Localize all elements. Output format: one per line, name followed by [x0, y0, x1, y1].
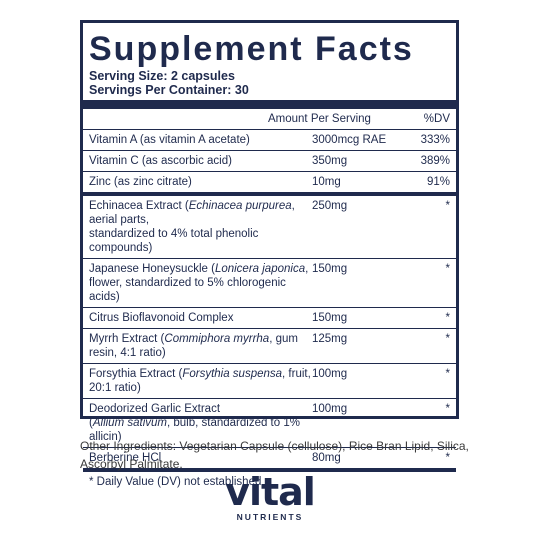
- ingredient-dv: *: [445, 368, 450, 380]
- table-row: Japanese Honeysuckle (Lonicera japonica,…: [89, 259, 450, 307]
- ingredient-dv: *: [445, 312, 450, 324]
- table-row: Myrrh Extract (Commiphora myrrha, gum re…: [89, 329, 450, 363]
- ingredient-name: Citrus Bioflavonoid Complex: [89, 312, 234, 324]
- divider: [83, 150, 456, 151]
- divider: [83, 258, 456, 259]
- nutrient-amount: 10mg: [312, 176, 341, 188]
- ingredient-dv: *: [445, 403, 450, 415]
- medium-divider: [83, 192, 456, 196]
- table-row: Zinc (as zinc citrate) 10mg 91%: [89, 172, 450, 192]
- ingredient-amount: 80mg: [312, 452, 341, 464]
- divider: [83, 328, 456, 329]
- serving-size: Serving Size: 2 capsules: [89, 69, 235, 83]
- nutrient-amount: 3000mcg RAE: [312, 134, 387, 146]
- nutrient-name: Zinc (as zinc citrate): [89, 176, 192, 188]
- nutrient-name: Vitamin A (as vitamin A acetate): [89, 134, 250, 146]
- ingredient-name: Echinacea Extract (Echinacea purpurea, a…: [89, 200, 295, 254]
- nutrient-name: Vitamin C (as ascorbic acid): [89, 155, 232, 167]
- ingredient-amount: 150mg: [312, 312, 348, 324]
- nutrient-dv: 91%: [426, 176, 450, 188]
- table-row: Forsythia Extract (Forsythia suspensa, f…: [89, 364, 450, 398]
- ingredient-name: Deodorized Garlic Extract (Allium sativum…: [89, 403, 300, 443]
- table-row: Citrus Bioflavonoid Complex 150mg *: [89, 308, 450, 328]
- footnote: * Daily Value (DV) not established: [89, 476, 262, 488]
- divider: [83, 447, 456, 448]
- other-ingredients: Other Ingredients: Vegetarian Capsule (c…: [80, 439, 469, 471]
- ingredient-amount: 125mg: [312, 333, 348, 345]
- ingredient-name: Japanese Honeysuckle (Lonicera japonica,…: [89, 263, 309, 303]
- thick-divider: [83, 100, 456, 109]
- table-row: Vitamin C (as ascorbic acid) 350mg 389%: [89, 151, 450, 171]
- ingredient-dv: *: [445, 263, 450, 275]
- ingredient-name: Forsythia Extract (Forsythia suspensa, f…: [89, 368, 311, 394]
- divider: [83, 129, 456, 130]
- amount-header: Amount Per Serving: [268, 113, 371, 125]
- ingredient-amount: 150mg: [312, 263, 348, 275]
- table-header-row: Amount Per Serving %DV: [89, 109, 450, 129]
- ingredient-dv: *: [445, 452, 450, 464]
- divider: [83, 171, 456, 172]
- ingredient-amount: 100mg: [312, 368, 348, 380]
- nutrient-amount: 350mg: [312, 155, 348, 167]
- medium-divider: [83, 468, 456, 472]
- ingredient-name: Myrrh Extract (Commiphora myrrha, gum re…: [89, 333, 298, 359]
- nutrient-dv: 389%: [420, 155, 450, 167]
- ingredient-dv: *: [445, 200, 450, 212]
- table-row: Echinacea Extract (Echinacea purpurea, a…: [89, 196, 450, 258]
- ingredient-dv: *: [445, 333, 450, 345]
- panel-title: Supplement Facts: [89, 30, 414, 68]
- servings-per-container: Servings Per Container: 30: [89, 83, 249, 97]
- table-row: Vitamin A (as vitamin A acetate) 3000mcg…: [89, 130, 450, 150]
- table-row: Berberine HCl 80mg *: [89, 448, 450, 468]
- ingredient-amount: 250mg: [312, 200, 348, 212]
- brand-logo: vital NUTRIENTS: [218, 472, 322, 532]
- divider: [83, 363, 456, 364]
- divider: [83, 307, 456, 308]
- supplement-facts-panel: Supplement Facts Serving Size: 2 capsule…: [80, 20, 459, 488]
- table-row: Deodorized Garlic Extract (Allium sativum…: [89, 399, 450, 447]
- nutrient-dv: 333%: [420, 134, 450, 146]
- divider: [83, 398, 456, 399]
- logo-subtitle: NUTRIENTS: [236, 512, 304, 522]
- ingredient-name: Berberine HCl: [89, 452, 162, 464]
- logo-wordmark: vital: [225, 470, 316, 514]
- dv-header: %DV: [423, 113, 450, 125]
- ingredient-amount: 100mg: [312, 403, 348, 415]
